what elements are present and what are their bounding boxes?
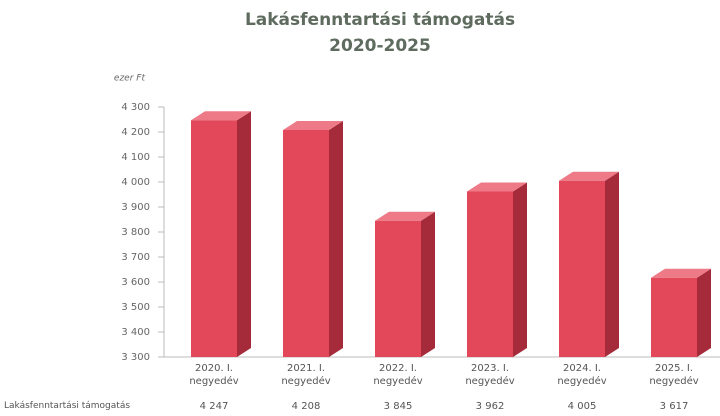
data-table-value: 3 845 (383, 401, 413, 412)
bar-top (375, 211, 435, 221)
bar-side (513, 182, 527, 357)
x-tick-label: 2021. I. negyedév (281, 363, 331, 387)
x-tick-label: 2023. I. negyedév (465, 363, 515, 387)
data-table-value: 4 247 (199, 401, 229, 412)
data-table-series-name: Lakásfenntartási támogatás (4, 401, 131, 411)
y-tick-label: 3 700 (121, 252, 150, 263)
bar-side (697, 268, 711, 357)
x-tick-label: 2022. I. negyedév (373, 363, 423, 387)
y-tick-label: 3 600 (121, 277, 150, 288)
y-tick-label: 4 300 (121, 102, 150, 113)
x-tick-label: 2020. I. negyedév (189, 363, 239, 387)
bar-top (191, 111, 251, 121)
bar (191, 120, 237, 357)
y-tick-label: 3 500 (121, 302, 150, 313)
y-tick-label: 3 300 (121, 352, 150, 363)
bar (651, 277, 697, 357)
x-tick-label: 2025. I. negyedév (649, 363, 699, 387)
data-table-value: 4 005 (567, 401, 597, 412)
y-tick-label: 3 400 (121, 327, 150, 338)
bar (467, 191, 513, 357)
bar-top (651, 268, 711, 278)
chart-title: Lakásfenntartási támogatás (245, 10, 515, 30)
data-table-value: 4 208 (291, 401, 321, 412)
bar-top (559, 171, 619, 181)
bar-side (421, 211, 435, 357)
x-tick-label: 2024. I. negyedév (557, 363, 607, 387)
y-axis-label: ezer Ft (114, 74, 146, 84)
y-tick-label: 4 200 (121, 127, 150, 138)
bar (559, 180, 605, 357)
bar-top (467, 182, 527, 192)
data-table-value: 3 617 (659, 401, 689, 412)
y-tick-label: 3 900 (121, 202, 150, 213)
bar (283, 130, 329, 357)
bar-side (605, 171, 619, 357)
data-table-value: 3 962 (475, 401, 505, 412)
y-tick-label: 4 000 (121, 177, 150, 188)
bar (375, 220, 421, 357)
y-tick-label: 3 800 (121, 227, 150, 238)
bar-top (283, 121, 343, 130)
chart-subtitle: 2020-2025 (329, 36, 431, 56)
bar-side (237, 111, 251, 357)
y-tick-label: 4 100 (121, 152, 150, 163)
bar-side (329, 121, 343, 357)
